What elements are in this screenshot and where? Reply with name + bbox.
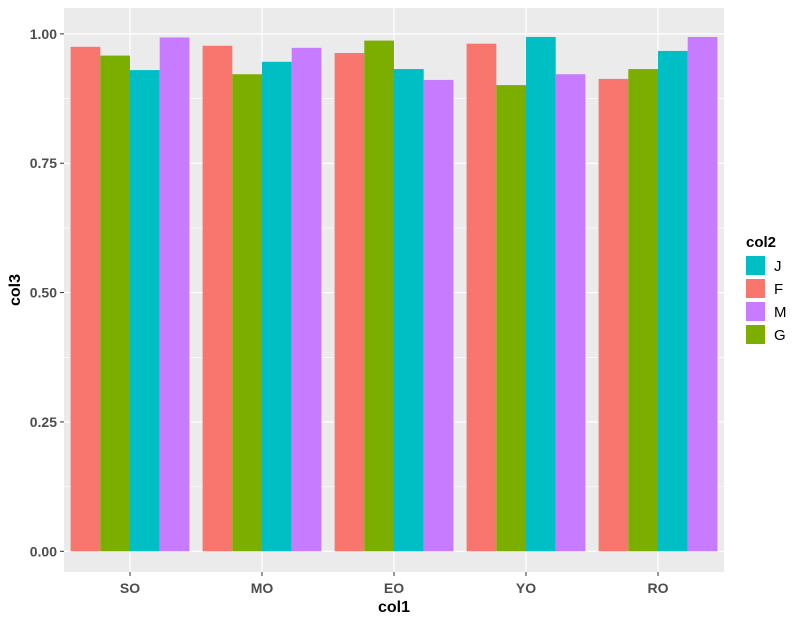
y-tick-label: 0.00	[30, 543, 57, 559]
legend-key-F	[746, 279, 765, 298]
bar-RO-F	[598, 78, 629, 552]
y-tick-label: 1.00	[30, 26, 57, 42]
bar-RO-J	[658, 50, 688, 552]
bar-YO-M	[555, 74, 586, 552]
legend-key-M	[746, 302, 765, 321]
x-axis-title: col1	[378, 599, 410, 616]
bar-YO-F	[466, 43, 497, 552]
bar-MO-M	[291, 47, 322, 552]
legend-label-M: M	[774, 304, 787, 321]
bar-EO-F	[334, 53, 365, 552]
legend-title: col2	[746, 234, 776, 251]
bar-SO-F	[70, 46, 101, 552]
y-axis-title: col3	[7, 274, 24, 306]
bar-SO-J	[130, 70, 160, 552]
bar-MO-J	[262, 61, 292, 552]
x-tick-label: YO	[516, 580, 536, 596]
bar-RO-G	[628, 69, 658, 552]
legend-key-J	[746, 256, 765, 275]
bar-SO-M	[159, 37, 190, 552]
bar-YO-G	[496, 85, 526, 552]
bar-MO-F	[202, 45, 233, 552]
bar-SO-G	[100, 55, 130, 552]
bar-EO-M	[423, 79, 454, 552]
legend-key-G	[746, 325, 765, 344]
x-tick-label: RO	[648, 580, 669, 596]
x-axis-ticks: SO MO EO YO RO	[120, 572, 669, 596]
legend-label-J: J	[774, 258, 782, 275]
x-tick-label: EO	[384, 580, 404, 596]
bar-YO-J	[526, 36, 556, 552]
y-axis-ticks: 0.00 0.25 0.50 0.75 1.00	[30, 26, 64, 559]
y-tick-label: 0.50	[30, 285, 57, 301]
y-tick-label: 0.75	[30, 155, 57, 171]
legend-label-F: F	[774, 281, 783, 298]
bar-MO-G	[232, 74, 262, 552]
y-tick-label: 0.25	[30, 414, 57, 430]
bars	[70, 36, 718, 552]
bar-RO-M	[687, 36, 718, 552]
bar-EO-J	[394, 69, 424, 552]
bar-EO-G	[364, 40, 394, 552]
x-tick-label: MO	[251, 580, 274, 596]
legend-label-G: G	[774, 327, 786, 344]
x-tick-label: SO	[120, 580, 140, 596]
